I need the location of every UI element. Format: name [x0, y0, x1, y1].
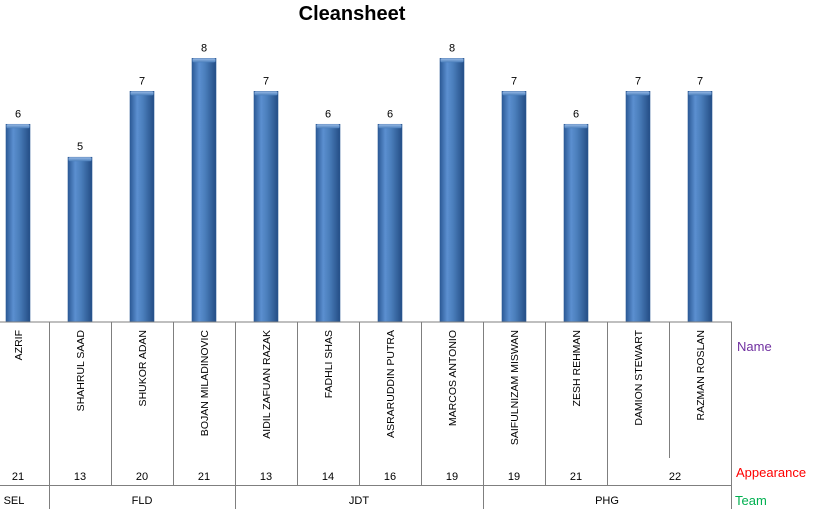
bar-group	[5, 123, 31, 323]
bar-group	[191, 58, 217, 323]
appearance-label: 21	[198, 471, 210, 483]
bar-group	[67, 156, 93, 323]
bar-data-label: 6	[325, 108, 331, 120]
team-label: FLD	[132, 495, 153, 507]
appearance-label: 21	[12, 471, 24, 483]
chart-title: Cleansheet	[299, 3, 406, 25]
bar-cap	[378, 124, 402, 129]
row-label-name: Name	[737, 339, 772, 354]
category-label: AZRIF	[13, 330, 25, 360]
bar-group	[439, 58, 465, 323]
bar	[377, 123, 403, 323]
bar	[687, 91, 713, 323]
bar-data-label: 6	[573, 108, 579, 120]
category-label: SHUKOR ADAN	[137, 330, 149, 406]
bar-cap	[626, 91, 650, 96]
appearance-label: 22	[669, 471, 681, 483]
category-label: RAZMAN ROSLAN	[695, 330, 707, 420]
bar-data-label: 5	[77, 141, 83, 153]
bar-group	[253, 91, 279, 323]
appearance-label: 19	[446, 471, 458, 483]
bar-group	[501, 91, 527, 323]
appearance-label: 14	[322, 471, 334, 483]
team-label: JDT	[349, 495, 369, 507]
row-label-appearance: Appearance	[736, 465, 806, 480]
bar-cap	[564, 124, 588, 129]
appearance-label: 13	[260, 471, 272, 483]
bar-group	[315, 123, 341, 323]
category-label: AIDIL ZAFUAN RAZAK	[261, 330, 273, 439]
category-label: DAMION STEWART	[633, 329, 645, 425]
appearance-label: 19	[508, 471, 520, 483]
category-label: SHAHRUL SAAD	[75, 330, 87, 412]
bar-cap	[192, 58, 216, 63]
category-label: ASRARUDDIN PUTRA	[385, 330, 397, 438]
appearance-label: 21	[570, 471, 582, 483]
row-label-team: Team	[735, 493, 767, 508]
bar-cap	[6, 124, 30, 129]
team-label: PHG	[595, 495, 619, 507]
bar-cap	[440, 58, 464, 63]
bar	[501, 91, 527, 323]
category-label: MARCOS ANTONIO	[447, 330, 459, 426]
category-label: FADHLI SHAS	[323, 330, 335, 398]
bar-cap	[502, 91, 526, 96]
appearance-label: 20	[136, 471, 148, 483]
bar-cap	[316, 124, 340, 129]
bar-cap	[130, 91, 154, 96]
bar-data-label: 7	[139, 75, 145, 87]
bar	[191, 58, 217, 323]
bar-group	[563, 123, 589, 323]
bar-cap	[254, 91, 278, 96]
bar-data-label: 7	[511, 75, 517, 87]
bar	[439, 58, 465, 323]
category-label: BOJAN MILADINOVIC	[199, 330, 211, 437]
bar-data-label: 6	[387, 108, 393, 120]
bar	[67, 156, 93, 323]
bar-data-label: 8	[449, 42, 455, 54]
appearance-label: 13	[74, 471, 86, 483]
category-label: SAIFULNIZAM MISWAN	[509, 330, 521, 445]
bar-group	[625, 91, 651, 323]
appearance-label: 16	[384, 471, 396, 483]
bar-cap	[68, 157, 92, 162]
team-label: SEL	[4, 495, 25, 507]
bar	[5, 123, 31, 323]
category-label: ZESH REHMAN	[571, 330, 583, 406]
bar	[315, 123, 341, 323]
bar-group	[377, 123, 403, 323]
bar-data-label: 8	[201, 42, 207, 54]
bar-data-label: 7	[263, 75, 269, 87]
bar	[625, 91, 651, 323]
bar	[563, 123, 589, 323]
bar-data-label: 6	[15, 108, 21, 120]
bar-group	[129, 91, 155, 323]
bar-cap	[688, 91, 712, 96]
bar-group	[687, 91, 713, 323]
bar-data-label: 7	[635, 75, 641, 87]
bar	[129, 91, 155, 323]
bar-data-label: 7	[697, 75, 703, 87]
bar	[253, 91, 279, 323]
